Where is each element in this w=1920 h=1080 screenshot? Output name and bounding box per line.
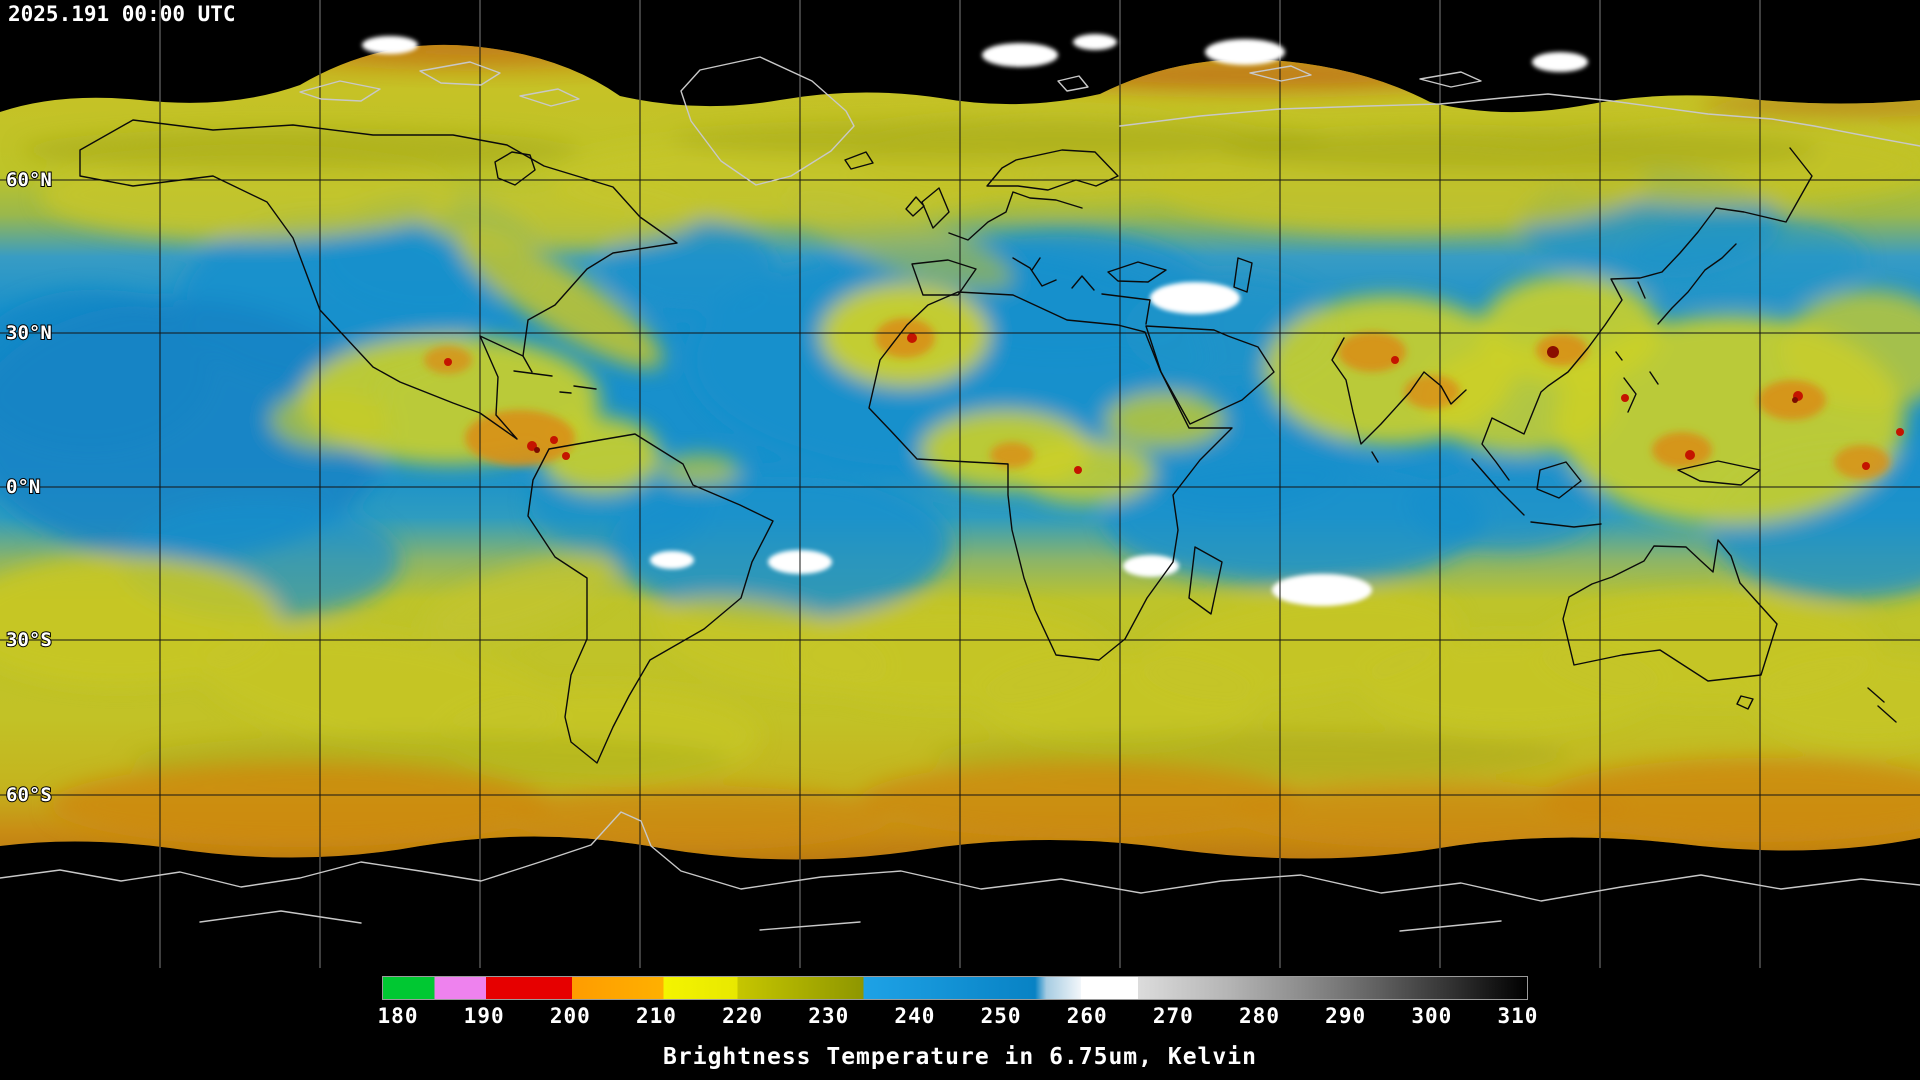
cold-overshoot-spots — [444, 333, 1904, 474]
colorbar-tick-280: 280 — [1239, 1004, 1280, 1028]
colorbar-tick-240: 240 — [894, 1004, 936, 1028]
colorbar-tick-220: 220 — [722, 1004, 764, 1028]
colorbar-tick-200: 200 — [549, 1004, 591, 1028]
colorbar-tick-190: 190 — [463, 1004, 505, 1028]
coastlines-white-polar — [0, 56, 1920, 932]
latitude-label-60s: 60°S — [6, 784, 52, 806]
arctic-cloud-patches — [362, 34, 1588, 72]
timestamp: 2025.191 00:00 UTC — [8, 2, 236, 26]
colorbar-tick-180: 180 — [377, 1004, 419, 1028]
colorbar-tick-310: 310 — [1497, 1004, 1539, 1028]
colorbar-ticks: 180 190 200 210 220 230 240 250 260 270 280 290 300 3… — [378, 1004, 1538, 1032]
latitude-label-30n: 30°N — [6, 322, 52, 344]
colorbar-tick-260: 260 — [1066, 1004, 1108, 1028]
colorbar-tick-290: 290 — [1325, 1004, 1367, 1028]
colorbar-tick-270: 270 — [1152, 1004, 1194, 1028]
dry-white-spots — [650, 282, 1372, 606]
colorbar-tick-300: 300 — [1411, 1004, 1453, 1028]
latitude-label-30s: 30°S — [6, 629, 52, 651]
world-map-svg: 60°N 30°N 0°N 30°S 60°S 2025.191 00:00 U… — [0, 0, 1920, 970]
brightness-temperature-field — [0, 44, 1920, 860]
latitude-label-60n: 60°N — [6, 169, 52, 191]
colorbar-tick-210: 210 — [635, 1004, 677, 1028]
colorbar-tick-250: 250 — [980, 1004, 1022, 1028]
coastlines-black — [79, 119, 1897, 764]
latitude-label-0n: 0°N — [6, 476, 40, 498]
colorbar-caption: Brightness Temperature in 6.75um, Kelvin — [663, 1044, 1257, 1070]
colorbar-gradient — [382, 976, 1528, 1000]
colorbar-tick-230: 230 — [808, 1004, 850, 1028]
graticule-black — [0, 44, 1920, 860]
